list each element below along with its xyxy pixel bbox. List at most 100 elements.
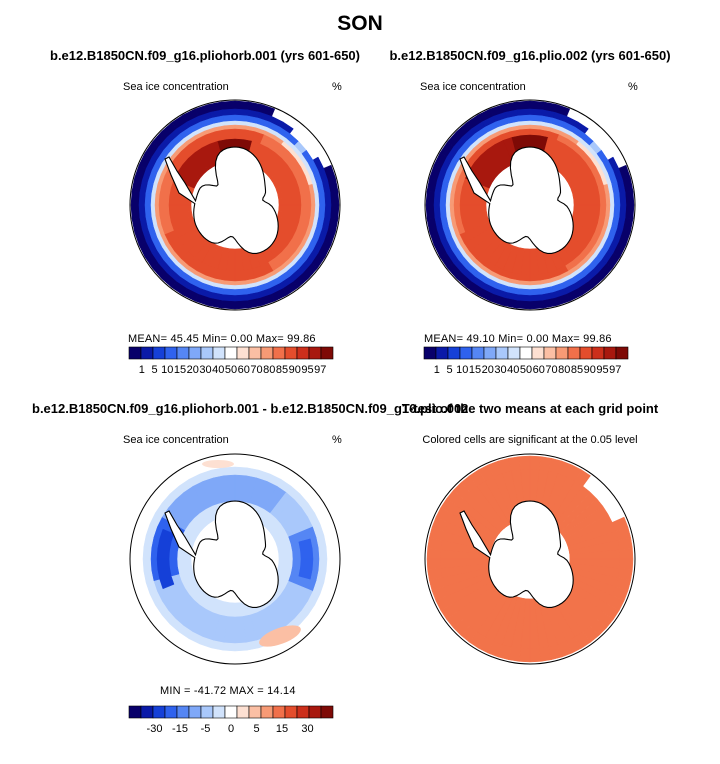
map-border	[424, 99, 636, 311]
panel2-colorbar-tick-label: 50	[520, 364, 532, 376]
panel3-colorbar-swatch	[128, 705, 142, 719]
panel2-colorbar-tick-label: 95	[596, 364, 608, 376]
panel1-colorbar-tick-label: 20	[187, 364, 199, 376]
difference-band	[298, 567, 313, 580]
panel2-colorbar-tick-label: 90	[584, 364, 596, 376]
panel2-colorbar-swatch	[519, 346, 533, 360]
panel2-colorbar-swatch	[471, 346, 485, 360]
panel3-colorbar-swatch	[164, 705, 178, 719]
panel1-colorbar-tick-label: 85	[276, 364, 288, 376]
panel1-colorbar-tick-label: 15	[174, 364, 186, 376]
panel1-colorbar-tick-label: 40	[212, 364, 224, 376]
panel3-colorbar-swatch	[272, 705, 286, 719]
panel1-colorbar-tick-label: 80	[263, 364, 275, 376]
panel1-variable-label: Sea ice concentration	[123, 81, 229, 93]
panel3-difference-map	[129, 453, 341, 665]
panel2-units-label: %	[628, 81, 638, 93]
panel1-colorbar-swatch	[188, 346, 202, 360]
panel3-colorbar-tick-label: 30	[301, 723, 313, 735]
panel2-colorbar-swatch	[423, 346, 437, 360]
panel1-colorbar-swatch	[296, 346, 310, 360]
panel3-colorbar-swatch	[296, 705, 310, 719]
panel1-colorbar-swatch	[260, 346, 274, 360]
antarctica-land	[164, 146, 279, 254]
panel1-colorbar-tick-label: 1	[139, 364, 145, 376]
panel2-colorbar-tick-label: 5	[446, 364, 452, 376]
panel2-colorbar-swatch	[459, 346, 473, 360]
panel2-colorbar-swatch	[591, 346, 605, 360]
panel1-colorbar-swatch	[200, 346, 214, 360]
panel3-colorbar-tick-label: 5	[253, 723, 259, 735]
panel3-colorbar-tick-label: -5	[201, 723, 211, 735]
panel2-colorbar-swatch	[483, 346, 497, 360]
difference-band	[300, 548, 314, 560]
panel1-colorbar-swatch	[320, 346, 334, 360]
panel3-colorbar-swatch	[140, 705, 154, 719]
panel1-colorbar-swatch	[248, 346, 262, 360]
antarctica-land	[459, 146, 574, 254]
panel1-title: b.e12.B1850CN.f09_g16.pliohorb.001 (yrs …	[50, 48, 360, 63]
panel2-colorbar-tick-label: 15	[469, 364, 481, 376]
panel2-colorbar-tick-label: 70	[545, 364, 557, 376]
panel3-colorbar-tick-label: 0	[228, 723, 234, 735]
panel2-colorbar-swatch	[567, 346, 581, 360]
panel3-colorbar-swatch	[200, 705, 214, 719]
panel4-significance-map	[424, 453, 636, 665]
panel1-colorbar-tick-label: 97	[314, 364, 326, 376]
panel2-colorbar: 1 5 10 15 20 30 40 50 60 70 80 85 90 95 97	[423, 346, 629, 376]
panel2-colorbar-swatch	[555, 346, 569, 360]
panel1-colorbar-swatch	[128, 346, 142, 360]
panel2-colorbar-tick-label: 30	[494, 364, 506, 376]
panel1-units-label: %	[332, 81, 342, 93]
panel3-title: b.e12.B1850CN.f09_g16.pliohorb.001 - b.e…	[32, 401, 469, 416]
panel3-colorbar-swatch	[224, 705, 238, 719]
panel3-colorbar-tick-label: 15	[276, 723, 288, 735]
panel2-colorbar-tick-label: 85	[571, 364, 583, 376]
panel2-colorbar-swatch	[507, 346, 521, 360]
panel2-colorbar-swatch	[543, 346, 557, 360]
map-border	[129, 453, 341, 665]
panel3-colorbar-tick-label: -30	[147, 723, 163, 735]
panel1-colorbar-swatch	[140, 346, 154, 360]
panel1-colorbar-swatch	[308, 346, 322, 360]
positive-anomaly-patch	[202, 460, 234, 468]
panel3-colorbar-swatch	[212, 705, 226, 719]
panel1-colorbar-tick-label: 70	[250, 364, 262, 376]
panel3-variable-label: Sea ice concentration	[123, 434, 229, 446]
panel2-colorbar-tick-label: 60	[533, 364, 545, 376]
difference-band	[159, 528, 175, 543]
panel4-title: T-test of the two means at each grid poi…	[401, 401, 659, 416]
panel2-title: b.e12.B1850CN.f09_g16.plio.002 (yrs 601-…	[389, 48, 671, 63]
panel2-colorbar-swatch	[447, 346, 461, 360]
panel1-colorbar-swatch	[224, 346, 238, 360]
panel3-colorbar-swatch	[188, 705, 202, 719]
panel3-colorbar-swatch	[260, 705, 274, 719]
panel1-colorbar-tick-label: 10	[161, 364, 173, 376]
panel2-stats: MEAN= 49.10 Min= 0.00 Max= 99.86	[424, 333, 612, 345]
panel3-colorbar-swatch	[176, 705, 190, 719]
panel2-colorbar-swatch	[531, 346, 545, 360]
season-title: SON	[337, 12, 383, 35]
panel2-sea-ice-map	[424, 99, 636, 311]
panel1-colorbar-tick-label: 30	[199, 364, 211, 376]
antarctica-land	[164, 500, 279, 608]
panel1-colorbar-tick-label: 95	[301, 364, 313, 376]
panel1-colorbar-tick-label: 60	[238, 364, 250, 376]
panel2-colorbar-swatch	[495, 346, 509, 360]
panel2-colorbar-tick-label: 20	[482, 364, 494, 376]
panel1-colorbar-tick-label: 90	[289, 364, 301, 376]
panel2-colorbar-swatch	[615, 346, 629, 360]
panel2-colorbar-tick-label: 1	[434, 364, 440, 376]
panel2-colorbar-swatch	[579, 346, 593, 360]
positive-anomaly-patch	[259, 625, 301, 647]
antarctica-land	[459, 500, 574, 608]
panel3-stats: MIN = -41.72 MAX = 14.14	[160, 685, 296, 697]
panel1-stats: MEAN= 45.45 Min= 0.00 Max= 99.86	[128, 333, 316, 345]
panel1-colorbar-swatch	[272, 346, 286, 360]
panel4-note: Colored cells are significant at the 0.0…	[422, 434, 638, 446]
panel3-colorbar-swatch	[320, 705, 334, 719]
panel2-colorbar-swatch	[603, 346, 617, 360]
panel2-colorbar-tick-label: 10	[456, 364, 468, 376]
map-border	[129, 99, 341, 311]
panel2-colorbar-tick-label: 40	[507, 364, 519, 376]
